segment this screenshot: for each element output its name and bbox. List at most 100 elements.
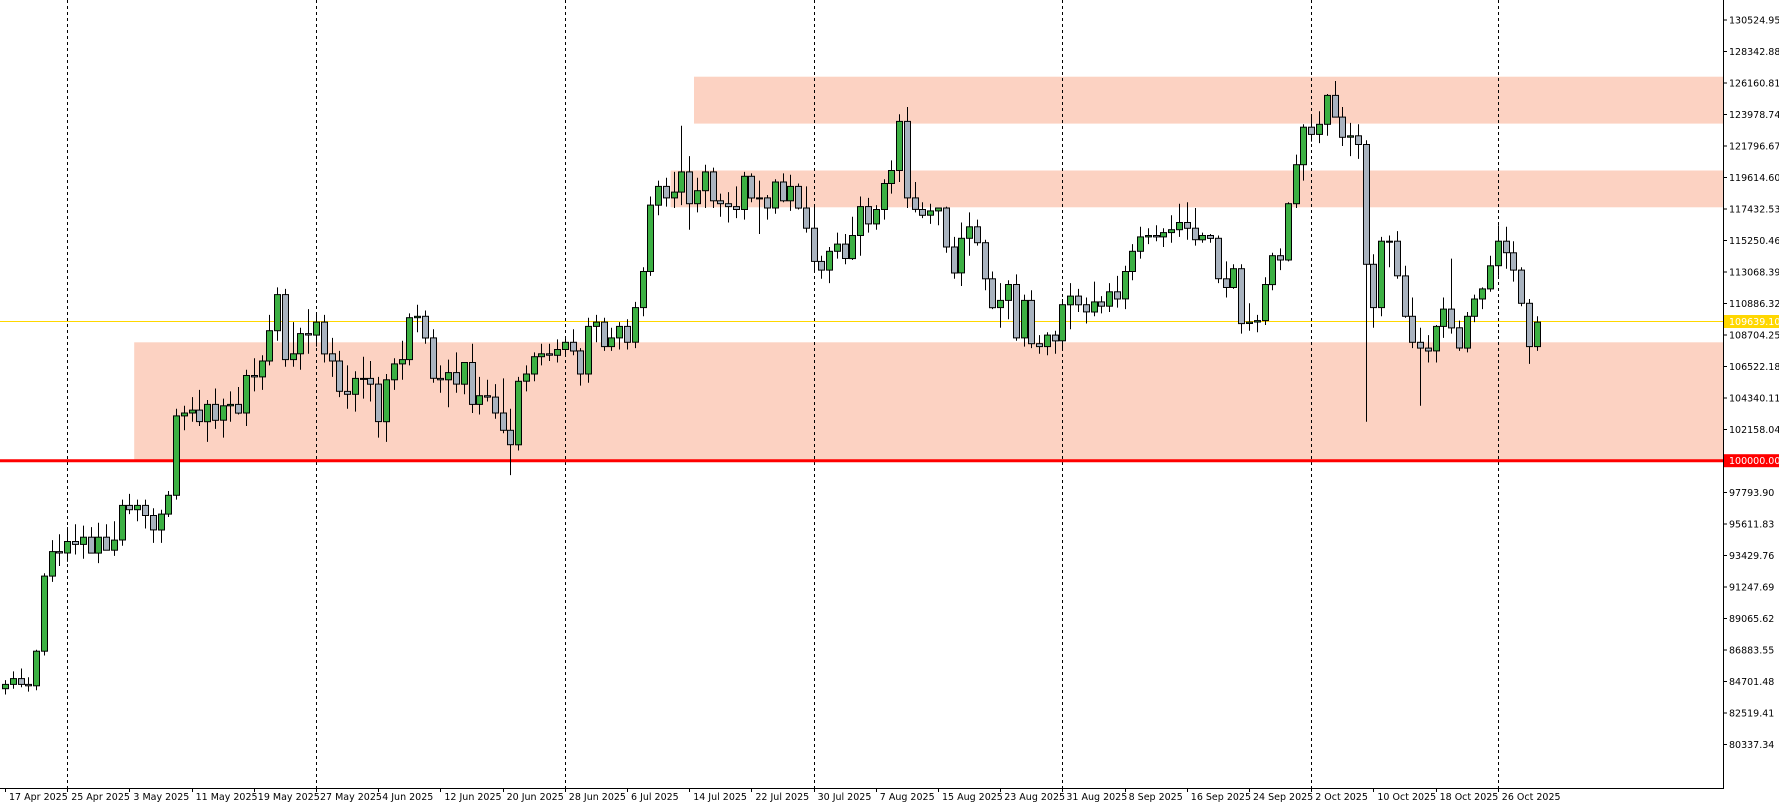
candle[interactable] <box>150 508 157 543</box>
candle[interactable] <box>1332 81 1339 118</box>
candle[interactable] <box>1394 231 1401 279</box>
candle[interactable] <box>1137 226 1144 259</box>
candle[interactable] <box>593 314 600 343</box>
candle[interactable] <box>321 314 328 363</box>
candle[interactable] <box>865 197 872 233</box>
candle[interactable] <box>119 499 126 546</box>
candle[interactable] <box>33 649 40 691</box>
candle[interactable] <box>1316 111 1323 144</box>
candle[interactable] <box>1036 335 1043 354</box>
candle[interactable] <box>966 212 973 256</box>
candle[interactable] <box>989 271 996 310</box>
candle[interactable] <box>1440 297 1447 338</box>
candle[interactable] <box>1067 283 1074 330</box>
candle[interactable] <box>406 313 413 366</box>
candle[interactable] <box>912 182 919 213</box>
candle[interactable] <box>919 202 926 219</box>
candle[interactable] <box>842 234 849 265</box>
candle[interactable] <box>367 361 374 402</box>
candle[interactable] <box>64 527 71 562</box>
candle[interactable] <box>344 365 351 409</box>
candle[interactable] <box>220 398 227 438</box>
candle[interactable] <box>725 192 732 223</box>
candle[interactable] <box>1083 297 1090 324</box>
candle[interactable] <box>523 365 530 392</box>
candle[interactable] <box>360 356 367 399</box>
candle[interactable] <box>1059 299 1066 349</box>
candle[interactable] <box>1168 215 1175 243</box>
candle[interactable] <box>492 384 499 419</box>
candle[interactable] <box>18 668 25 688</box>
candle[interactable] <box>1347 122 1354 157</box>
candle[interactable] <box>1223 261 1230 298</box>
candle[interactable] <box>585 317 592 383</box>
candle[interactable] <box>1518 267 1525 307</box>
candle[interactable] <box>56 534 63 566</box>
candle[interactable] <box>624 319 631 350</box>
candle[interactable] <box>1417 327 1424 406</box>
candle[interactable] <box>1129 244 1136 281</box>
candle[interactable] <box>1479 287 1486 310</box>
candle[interactable] <box>616 322 623 350</box>
candle[interactable] <box>896 114 903 182</box>
zone-1[interactable] <box>670 170 1723 208</box>
candle[interactable] <box>655 180 662 216</box>
candle[interactable] <box>647 196 654 276</box>
candle[interactable] <box>710 167 717 208</box>
candle[interactable] <box>1106 283 1113 312</box>
candle[interactable] <box>41 573 48 656</box>
candle[interactable] <box>1269 252 1276 291</box>
candle[interactable] <box>399 340 406 380</box>
candle[interactable] <box>881 179 888 220</box>
candle[interactable] <box>1293 154 1300 208</box>
candle[interactable] <box>857 196 864 256</box>
candle[interactable] <box>943 206 950 253</box>
candle[interactable] <box>1044 332 1051 356</box>
candle[interactable] <box>1363 140 1370 422</box>
zone-2[interactable] <box>694 76 1723 124</box>
candle[interactable] <box>142 499 149 529</box>
candle[interactable] <box>1184 202 1191 240</box>
candle[interactable] <box>189 397 196 422</box>
candle[interactable] <box>1005 280 1012 320</box>
candle[interactable] <box>80 525 87 559</box>
candle[interactable] <box>103 524 110 551</box>
candle[interactable] <box>1192 208 1199 246</box>
candle[interactable] <box>958 222 965 287</box>
candle[interactable] <box>834 232 841 259</box>
candle[interactable] <box>787 174 794 211</box>
candle[interactable] <box>1402 265 1409 318</box>
candle[interactable] <box>375 376 382 438</box>
candle[interactable] <box>546 343 553 361</box>
candle[interactable] <box>1246 303 1253 331</box>
candle[interactable] <box>266 314 273 366</box>
candle[interactable] <box>1526 299 1533 364</box>
candle[interactable] <box>1370 254 1377 328</box>
candle[interactable] <box>1409 297 1416 349</box>
candle[interactable] <box>290 322 297 367</box>
candle[interactable] <box>663 177 670 207</box>
candle[interactable] <box>803 186 810 233</box>
candle[interactable] <box>756 180 763 234</box>
candle[interactable] <box>1145 228 1152 245</box>
candle[interactable] <box>554 339 561 363</box>
candle[interactable] <box>1199 232 1206 243</box>
candle[interactable] <box>469 343 476 413</box>
candle[interactable] <box>849 216 856 260</box>
candle[interactable] <box>1215 235 1222 284</box>
candle[interactable] <box>274 287 281 341</box>
candle[interactable] <box>259 355 266 390</box>
candle[interactable] <box>430 329 437 383</box>
candle[interactable] <box>414 304 421 333</box>
candle[interactable] <box>748 173 755 203</box>
candle[interactable] <box>1238 264 1245 334</box>
candle[interactable] <box>134 499 141 522</box>
candle[interactable] <box>1378 236 1385 317</box>
candle[interactable] <box>507 408 514 476</box>
candle[interactable] <box>671 171 678 208</box>
candle[interactable] <box>1028 290 1035 349</box>
candle[interactable] <box>1510 241 1517 282</box>
candle[interactable] <box>982 239 989 291</box>
candle[interactable] <box>1433 325 1440 363</box>
candle[interactable] <box>974 219 981 246</box>
